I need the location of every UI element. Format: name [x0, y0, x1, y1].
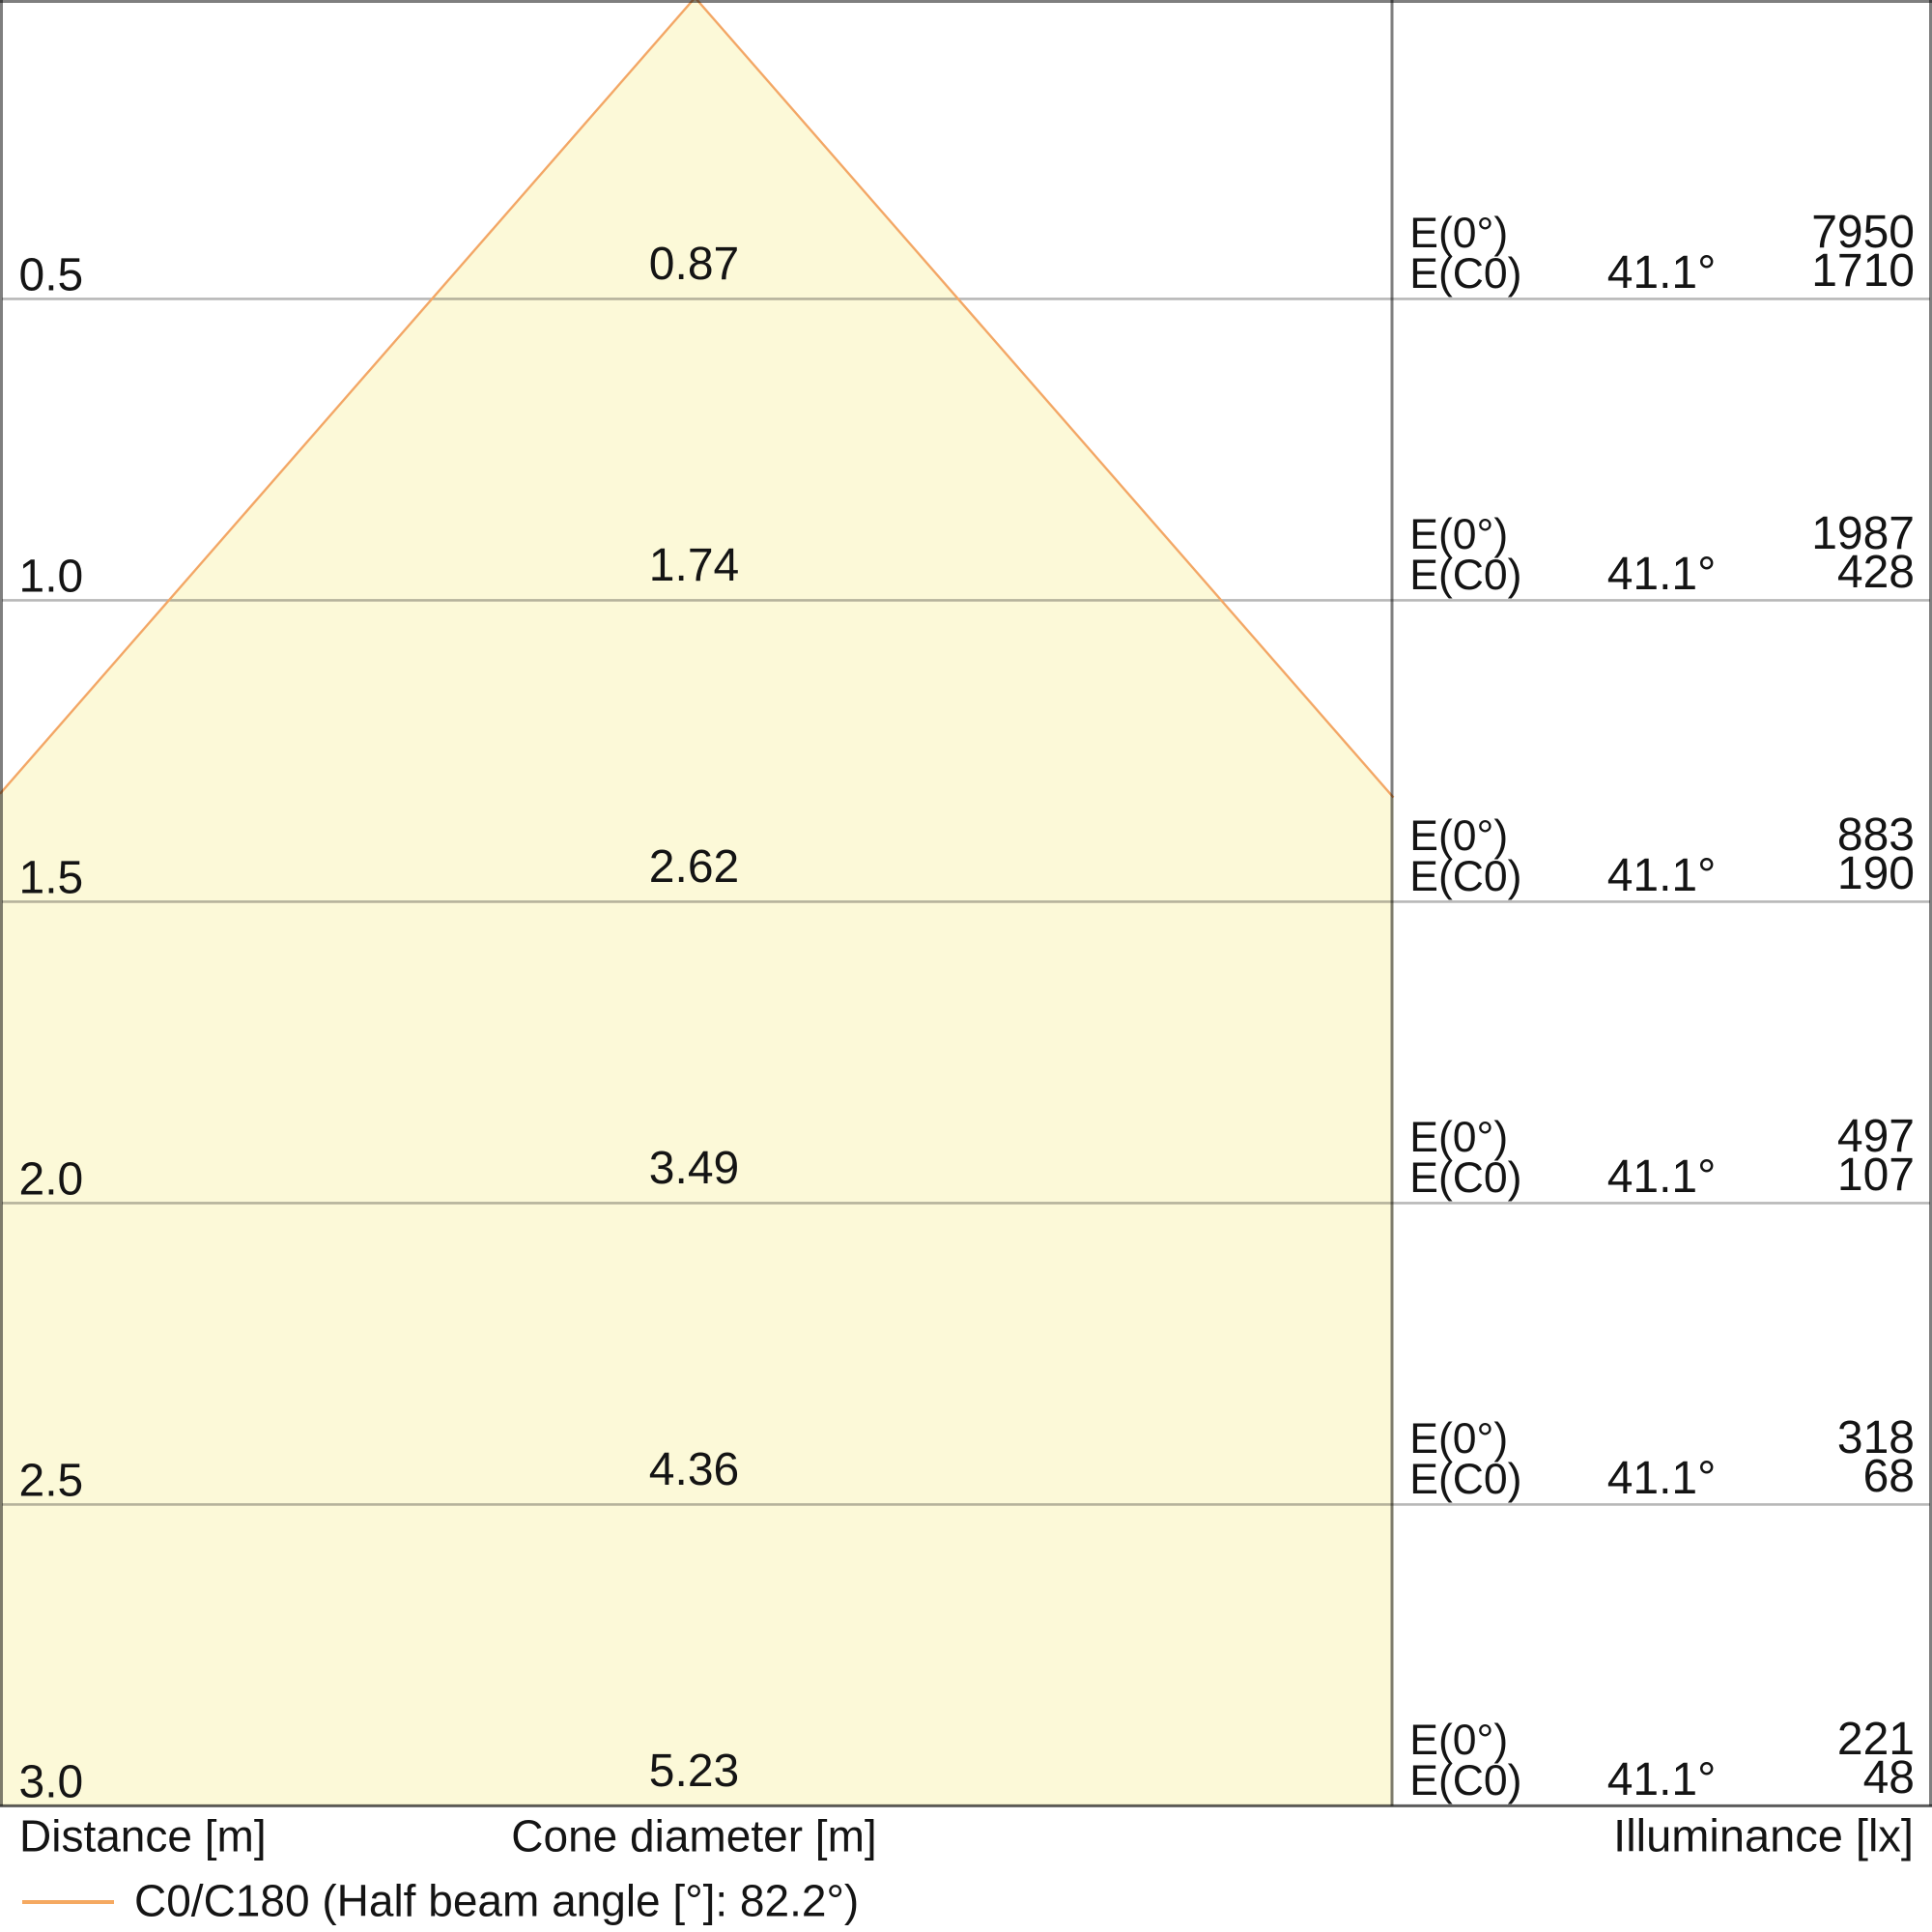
svg-text:E(0°): E(0°) — [1409, 812, 1508, 860]
svg-text:E(0°): E(0°) — [1409, 511, 1508, 558]
svg-text:2.62: 2.62 — [649, 841, 739, 893]
svg-text:3.49: 3.49 — [649, 1143, 739, 1194]
svg-text:41.1°: 41.1° — [1607, 247, 1717, 298]
svg-text:5.23: 5.23 — [649, 1746, 739, 1797]
svg-text:4.36: 4.36 — [649, 1444, 739, 1495]
svg-text:E(0°): E(0°) — [1409, 1717, 1508, 1764]
svg-text:Distance [m]: Distance [m] — [19, 1811, 267, 1861]
svg-text:E(C0): E(C0) — [1409, 250, 1521, 298]
svg-text:68: 68 — [1863, 1451, 1915, 1502]
svg-text:428: 428 — [1837, 547, 1915, 598]
svg-text:3.0: 3.0 — [19, 1756, 84, 1807]
svg-text:E(C0): E(C0) — [1409, 1757, 1521, 1804]
svg-text:1.74: 1.74 — [649, 540, 739, 591]
svg-text:190: 190 — [1837, 848, 1915, 899]
svg-text:41.1°: 41.1° — [1607, 549, 1717, 600]
svg-text:Cone diameter [m]: Cone diameter [m] — [511, 1811, 876, 1861]
svg-text:E(C0): E(C0) — [1409, 552, 1521, 599]
svg-text:48: 48 — [1863, 1752, 1915, 1804]
svg-text:E(0°): E(0°) — [1409, 210, 1508, 257]
svg-text:C0/C180 (Half beam angle [°]:: C0/C180 (Half beam angle [°]: 82.2°) — [134, 1876, 859, 1926]
svg-text:0.5: 0.5 — [19, 249, 84, 300]
svg-text:7950: 7950 — [1811, 207, 1915, 258]
svg-text:2.0: 2.0 — [19, 1153, 84, 1205]
svg-text:E(C0): E(C0) — [1409, 853, 1521, 900]
svg-text:221: 221 — [1837, 1714, 1915, 1765]
svg-text:Illuminance [lx]: Illuminance [lx] — [1613, 1810, 1914, 1861]
svg-text:1987: 1987 — [1811, 508, 1915, 559]
svg-text:883: 883 — [1837, 810, 1915, 861]
svg-text:1.0: 1.0 — [19, 551, 84, 602]
svg-text:497: 497 — [1837, 1111, 1915, 1162]
svg-text:107: 107 — [1837, 1150, 1915, 1201]
svg-text:2.5: 2.5 — [19, 1455, 84, 1506]
svg-text:318: 318 — [1837, 1412, 1915, 1463]
svg-text:41.1°: 41.1° — [1607, 1453, 1717, 1504]
svg-text:0.87: 0.87 — [649, 239, 739, 290]
svg-text:1710: 1710 — [1811, 245, 1915, 297]
svg-text:E(C0): E(C0) — [1409, 1154, 1521, 1202]
svg-text:E(0°): E(0°) — [1409, 1415, 1508, 1463]
svg-text:E(C0): E(C0) — [1409, 1456, 1521, 1503]
svg-text:1.5: 1.5 — [19, 852, 84, 903]
svg-text:E(0°): E(0°) — [1409, 1114, 1508, 1161]
svg-text:41.1°: 41.1° — [1607, 1151, 1717, 1203]
svg-text:41.1°: 41.1° — [1607, 1754, 1717, 1805]
svg-text:41.1°: 41.1° — [1607, 850, 1717, 901]
